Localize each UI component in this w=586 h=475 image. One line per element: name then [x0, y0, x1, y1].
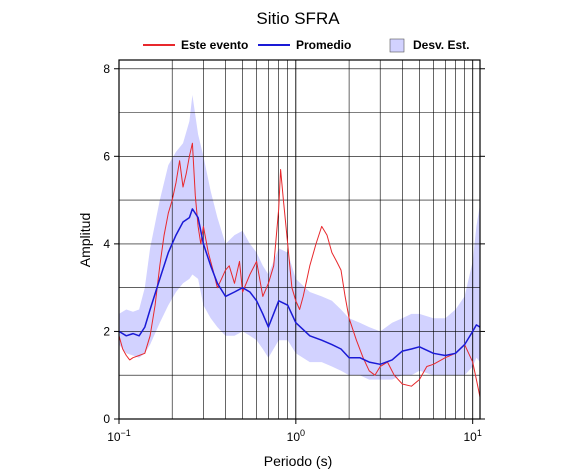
y-tick-label-4: 4: [103, 237, 110, 251]
chart-title: Sitio SFRA: [256, 9, 340, 28]
chart-legend: Este evento Promedio Desv. Est.: [143, 38, 469, 53]
legend-swatch-desv-est: [389, 38, 405, 53]
x-tick-label-0: 10−1: [107, 428, 131, 444]
x-axis-label: Periodo (s): [264, 453, 332, 469]
y-tick-label-0: 0: [103, 412, 110, 426]
legend-label-este-evento: Este evento: [181, 38, 248, 52]
y-axis-label: Amplitud: [77, 213, 93, 267]
plot-area: 0 2 4 6 8 10−1 100 101: [103, 59, 485, 444]
std-dev-band: [119, 95, 480, 380]
y-tick-label-8: 8: [103, 62, 110, 76]
x-tick-label-1: 100: [287, 428, 305, 444]
y-tick-label-6: 6: [103, 149, 110, 163]
y-tick-label-2: 2: [103, 324, 110, 338]
legend-label-promedio: Promedio: [296, 38, 351, 52]
series-line-promedio: [118, 208, 481, 366]
x-tick-label-2: 101: [463, 428, 481, 444]
plot-frame: [118, 59, 481, 420]
legend-label-desv-est: Desv. Est.: [413, 38, 469, 52]
series-line-este-evento: [118, 142, 481, 398]
